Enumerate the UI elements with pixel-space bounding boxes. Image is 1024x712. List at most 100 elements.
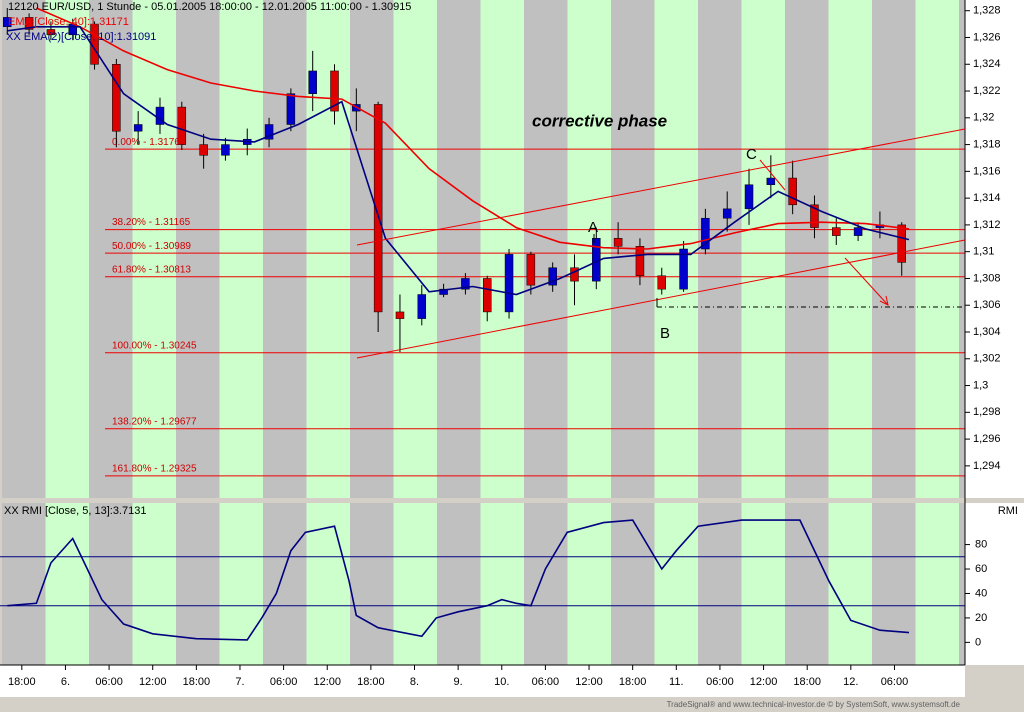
fib-label: 161.80% - 1.29325 xyxy=(112,464,197,475)
fib-label: 50.00% - 1.30989 xyxy=(112,241,191,252)
candle-body xyxy=(3,17,12,28)
session-stripe xyxy=(611,0,655,665)
candle-body xyxy=(177,106,187,145)
candle-body xyxy=(788,177,797,206)
y-tick-label: 1,322 xyxy=(973,85,1001,97)
lower-channel-line xyxy=(356,239,966,359)
session-stripe xyxy=(2,0,46,665)
session-stripe xyxy=(263,0,307,665)
session-stripe xyxy=(393,0,437,665)
candle-body xyxy=(482,278,492,313)
session-stripe xyxy=(654,0,698,665)
x-tick-label: 06:00 xyxy=(706,676,734,688)
x-tick-label: 12:00 xyxy=(313,676,341,688)
x-tick-label: 06:00 xyxy=(532,676,560,688)
panel-separator xyxy=(0,498,1024,503)
candle-body xyxy=(417,294,427,319)
x-tick-label: 7. xyxy=(235,676,244,688)
x-tick-label: 12:00 xyxy=(139,676,167,688)
fib-label: 61.80% - 1.30813 xyxy=(112,264,191,275)
x-tick-label: 06:00 xyxy=(95,676,123,688)
session-stripe xyxy=(741,0,785,665)
candle-body xyxy=(810,204,819,228)
x-tick-label: 6. xyxy=(61,676,70,688)
session-stripe xyxy=(872,0,916,665)
candle-body xyxy=(897,224,906,263)
x-tick-label: 12. xyxy=(843,676,858,688)
candle-body xyxy=(439,288,448,295)
annotation-c: C xyxy=(746,146,757,163)
y-tick-label: 40 xyxy=(975,587,987,599)
target-arrow xyxy=(844,257,889,306)
y-tick-label: 1,314 xyxy=(973,192,1001,204)
candle-body xyxy=(199,144,208,156)
y-tick-label: 1,32 xyxy=(973,112,994,124)
y-tick-label: 1,316 xyxy=(973,165,1001,177)
x-tick-label: 12:00 xyxy=(575,676,603,688)
target-arrow-head xyxy=(879,295,889,306)
y-tick-label: 1,304 xyxy=(973,326,1001,338)
x-tick-label: 18:00 xyxy=(619,676,647,688)
candle-body xyxy=(308,70,317,94)
candle-body xyxy=(133,124,143,132)
candle-body xyxy=(722,208,732,219)
rmi-axis-area xyxy=(965,503,1024,665)
candle-body xyxy=(112,64,121,132)
y-tick-label: 1,306 xyxy=(973,299,1001,311)
rmi-axis-label: RMI xyxy=(998,505,1018,517)
candle-body xyxy=(395,311,405,319)
session-stripe xyxy=(89,0,133,665)
rmi-title: XX RMI [Close, 5, 13]:3.7131 xyxy=(4,505,146,517)
indicator-line xyxy=(36,7,910,250)
annotation-a: A xyxy=(588,219,598,236)
x-tick-label: 18:00 xyxy=(183,676,211,688)
legend-ema40: EMA [Close, 40]:1.31171 xyxy=(8,16,129,28)
x-tick-label: 06:00 xyxy=(881,676,909,688)
session-stripe xyxy=(785,0,829,665)
candle-body xyxy=(221,144,230,156)
session-stripe xyxy=(219,0,263,665)
indicator-line xyxy=(7,519,910,641)
upper-channel-line xyxy=(356,128,966,246)
y-tick-label: 0 xyxy=(975,636,981,648)
fib-label: 100.00% - 1.30245 xyxy=(112,340,197,351)
y-tick-label: 80 xyxy=(975,538,987,550)
x-tick-label: 18:00 xyxy=(793,676,821,688)
y-tick-label: 1,302 xyxy=(973,353,1001,365)
plot-layer: 0.00% - 1.31766 38.20% - 1.31165 50.00% - … xyxy=(0,0,1001,688)
footer: TradeSignal® and www.technical-investor.… xyxy=(667,700,961,709)
candle-body xyxy=(679,248,688,290)
x-tick-label: 18:00 xyxy=(8,676,36,688)
candle-body xyxy=(657,275,667,290)
candle-body xyxy=(744,184,754,210)
c-arrow xyxy=(759,159,786,191)
indicator-line xyxy=(7,25,910,296)
y-tick-label: 1,296 xyxy=(973,433,1001,445)
session-stripe xyxy=(698,0,742,665)
session-stripe xyxy=(567,0,611,665)
candle-body xyxy=(766,177,776,185)
session-stripe xyxy=(176,0,220,665)
annotation-corrective-phase: corrective phase xyxy=(532,111,667,130)
candle-body xyxy=(548,267,557,286)
price-axis-area xyxy=(965,0,1024,500)
candle-body xyxy=(46,29,56,36)
time-axis-area xyxy=(0,665,965,697)
session-stripe xyxy=(437,0,481,665)
candle-body xyxy=(330,70,339,112)
candle-body xyxy=(526,254,536,286)
fib-label: 38.20% - 1.31165 xyxy=(112,217,191,228)
candle-body xyxy=(504,254,514,313)
x-tick-label: 10. xyxy=(494,676,509,688)
candle-body xyxy=(853,227,863,236)
session-stripe xyxy=(828,0,872,665)
x-tick-label: 18:00 xyxy=(357,676,385,688)
x-tick-label: 9. xyxy=(454,676,463,688)
y-tick-label: 1,308 xyxy=(973,272,1001,284)
candle-body xyxy=(613,238,623,247)
candle-body xyxy=(832,227,841,236)
chart-title: 12120 EUR/USD, 1 Stunde - 05.01.2005 18:… xyxy=(8,1,411,13)
y-tick-label: 60 xyxy=(975,563,987,575)
x-tick-label: 06:00 xyxy=(270,676,298,688)
y-tick-label: 1,328 xyxy=(973,5,1001,17)
